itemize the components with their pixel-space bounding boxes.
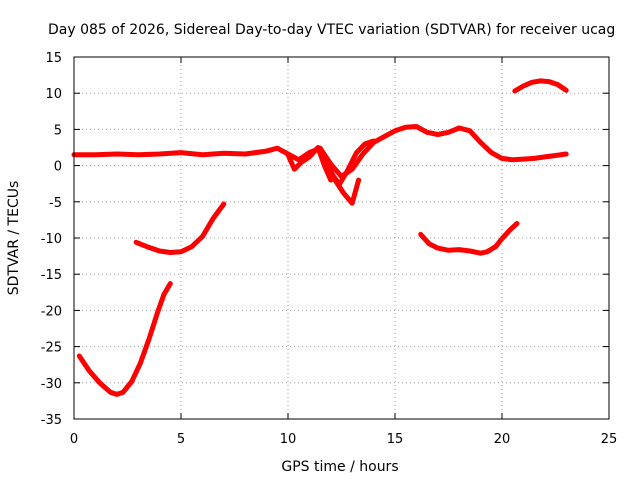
x-tick-label: 25 xyxy=(601,432,618,447)
y-tick-label: -25 xyxy=(41,341,62,356)
series-line-main-trace xyxy=(71,124,569,179)
y-tick-label: -10 xyxy=(41,232,62,247)
x-tick-labels: 0 5 10 15 20 25 xyxy=(70,432,617,447)
axis-ticks xyxy=(73,56,610,420)
y-tick-label: -15 xyxy=(41,268,62,283)
y-tick-label: -35 xyxy=(41,413,62,428)
y-tick-label: 10 xyxy=(45,87,62,102)
x-tick-label: 20 xyxy=(494,432,511,447)
series-line-trace-12h-14h-upper xyxy=(328,138,377,187)
series-line-trace-20.5h-23h xyxy=(512,78,569,94)
series-line-trace-16h-21h xyxy=(418,221,520,256)
y-tick-label: 0 xyxy=(54,160,62,175)
x-tick-label: 5 xyxy=(177,432,185,447)
x-tick-label: 0 xyxy=(70,432,78,447)
data-series xyxy=(71,78,569,397)
y-tick-label: 5 xyxy=(54,123,62,138)
y-tick-label: -5 xyxy=(49,196,62,211)
x-tick-label: 15 xyxy=(387,432,404,447)
series-line-trace-3h-7h xyxy=(133,201,227,255)
x-axis-label: GPS time / hours xyxy=(281,459,398,475)
y-tick-labels: -35 -30 -25 -20 -15 -10 -5 0 5 10 15 xyxy=(41,51,62,428)
grid-lines xyxy=(74,57,609,419)
x-tick-label: 10 xyxy=(280,432,297,447)
y-axis-label: SDTVAR / TECUs xyxy=(6,181,22,296)
series-line-trace-0h-4.5h xyxy=(76,281,173,397)
y-tick-label: -30 xyxy=(41,377,62,392)
y-tick-label: -20 xyxy=(41,304,62,319)
chart-title: Day 085 of 2026, Sidereal Day-to-day VTE… xyxy=(48,22,615,38)
y-tick-label: 15 xyxy=(45,51,62,66)
series-line-trace-10h-12h xyxy=(285,145,334,183)
